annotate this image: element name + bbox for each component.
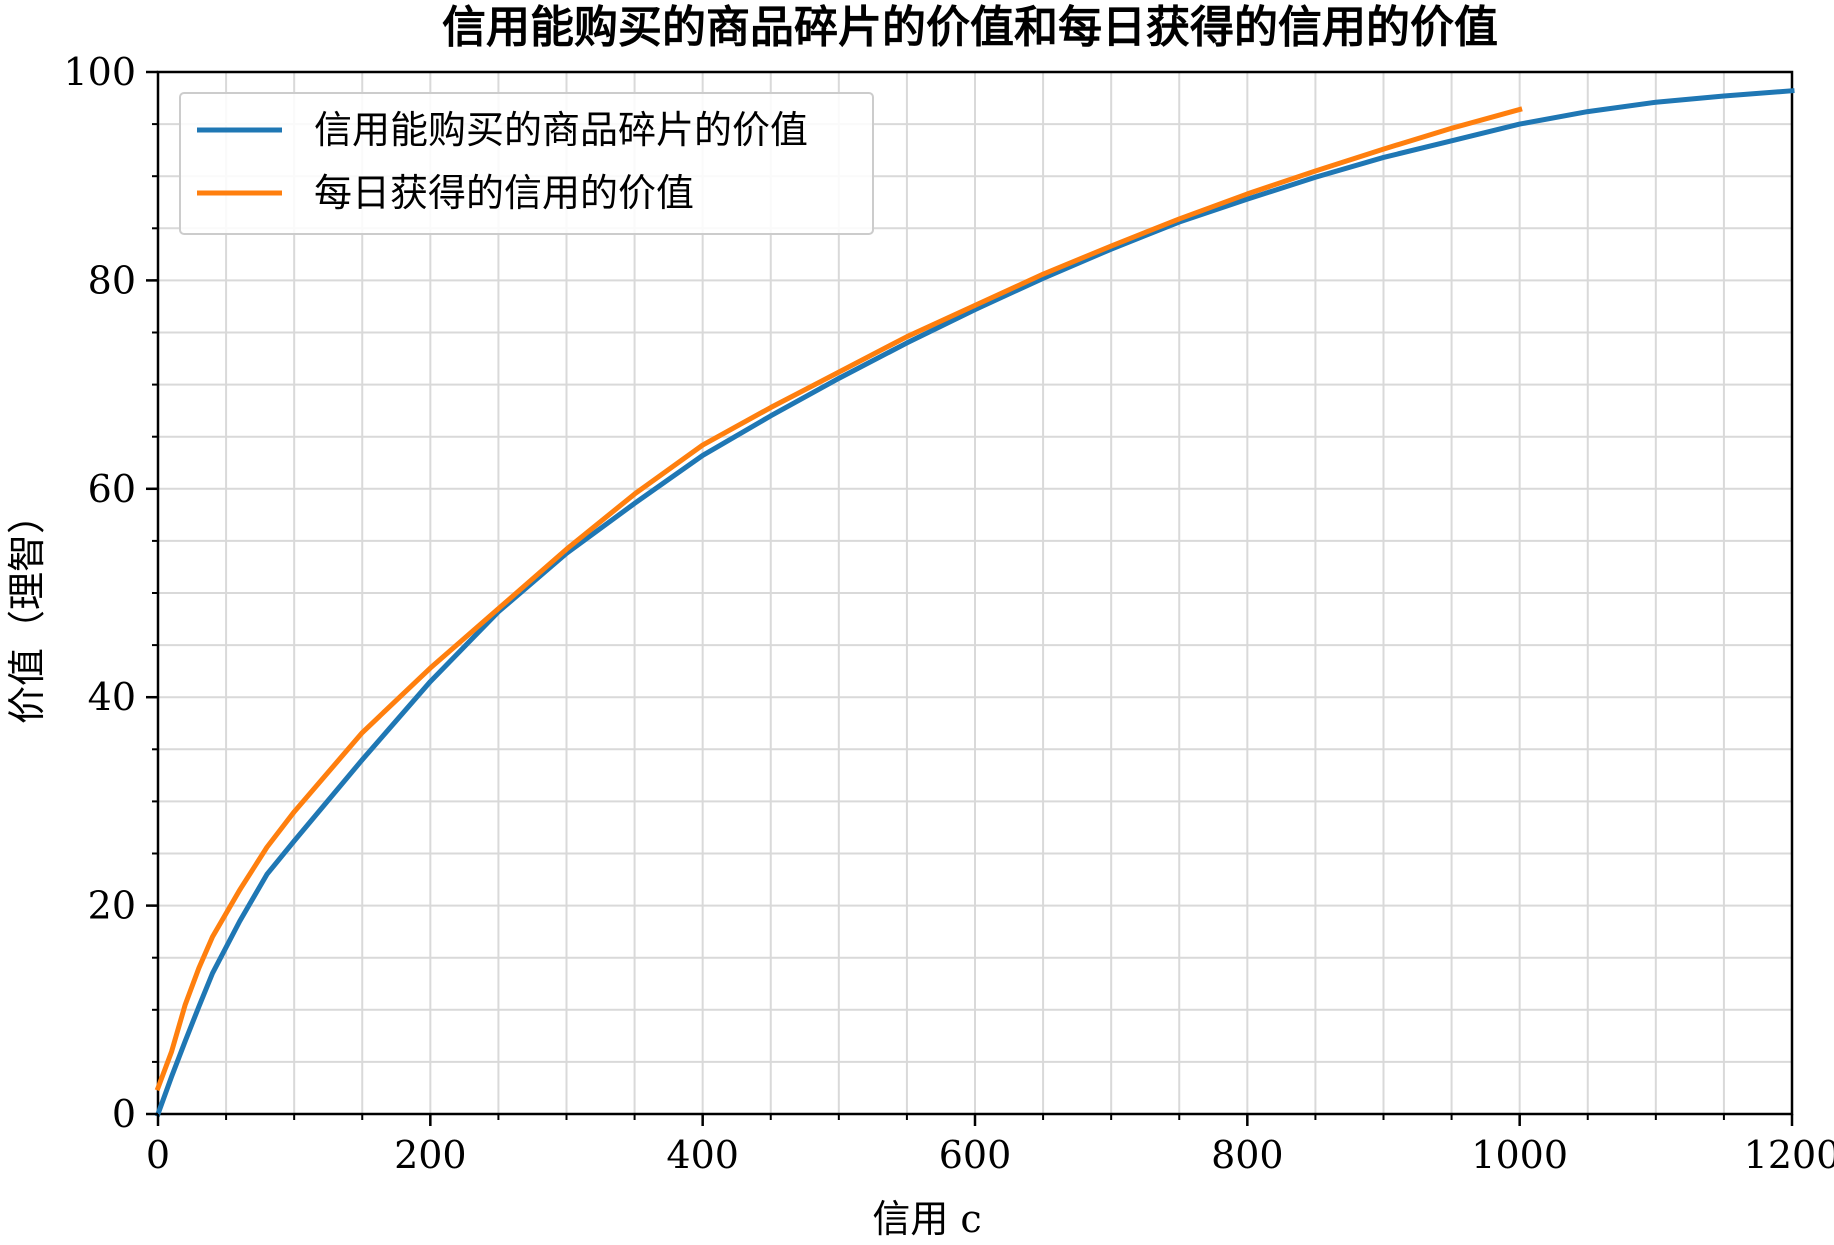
legend-label-series-1: 信用能购买的商品碎片的价值 — [314, 108, 808, 152]
y-tick-label: 100 — [63, 50, 136, 94]
x-tick-label: 0 — [146, 1133, 170, 1177]
series-layer — [154, 88, 1795, 1118]
x-axis-label: 信用 c — [872, 1197, 981, 1241]
series-line-2 — [154, 106, 1523, 1092]
legend: 信用能购买的商品碎片的价值 每日获得的信用的价值 — [179, 92, 874, 235]
grid — [157, 71, 1793, 1115]
y-axis-label: 价值（理智） — [5, 496, 49, 724]
y-tick-label: 20 — [88, 884, 136, 928]
x-tick-label: 800 — [1211, 1133, 1284, 1177]
x-tick-label: 200 — [394, 1133, 467, 1177]
ticks: 0 200 400 600 800 1000 1200 0 20 40 60 80 100 — [63, 50, 1834, 1177]
y-tick-label: 60 — [88, 467, 136, 511]
y-tick-label: 40 — [88, 675, 136, 719]
x-tick-label: 600 — [939, 1133, 1012, 1177]
y-tick-label: 0 — [112, 1092, 136, 1136]
chart-title: 信用能购买的商品碎片的价值和每日获得的信用的价值 — [442, 2, 1498, 53]
y-tick-label: 80 — [88, 258, 136, 302]
x-tick-label: 1000 — [1471, 1133, 1568, 1177]
legend-box — [179, 92, 874, 235]
series-line-1 — [154, 88, 1795, 1118]
legend-label-series-2: 每日获得的信用的价值 — [314, 171, 694, 215]
x-tick-label: 1200 — [1744, 1133, 1834, 1177]
x-tick-label: 400 — [666, 1133, 739, 1177]
